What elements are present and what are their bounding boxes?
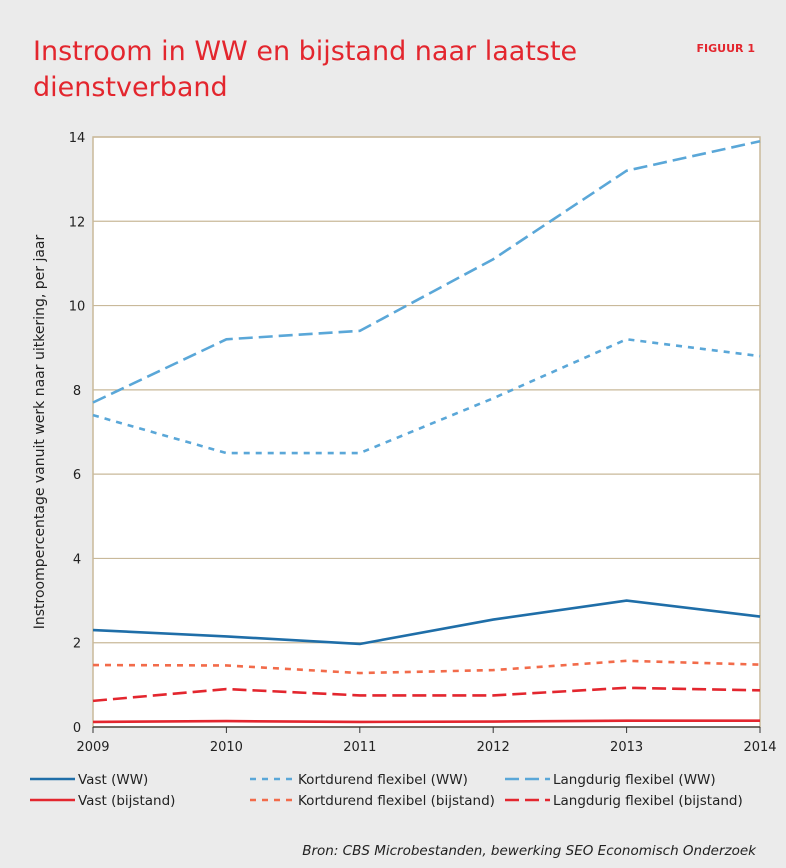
series-line <box>92 139 761 404</box>
series-line <box>92 719 760 724</box>
y-tick-label: 12 <box>69 215 86 230</box>
x-tick-label: 2014 <box>743 740 776 755</box>
y-tick-label: 0 <box>73 721 81 736</box>
legend-label: Kortdurend flexibel (WW) <box>298 772 468 788</box>
y-tick-label: 14 <box>69 131 86 146</box>
x-tick-label: 2011 <box>343 740 376 755</box>
legend-label: Vast (WW) <box>78 772 148 788</box>
legend-label: Langdurig flexibel (bijstand) <box>553 793 743 809</box>
legend-label: Kortdurend flexibel (bijstand) <box>298 793 495 809</box>
chart-title: Instroom in WW en bijstand naar laatste d… <box>33 36 577 103</box>
y-tick-label: 10 <box>69 300 86 315</box>
series-line <box>92 599 761 646</box>
x-tick-label: 2012 <box>477 740 510 755</box>
x-tick-label: 2010 <box>210 740 243 755</box>
y-tick-label: 6 <box>73 468 81 483</box>
figure-label: FIGUUR 1 <box>697 42 755 55</box>
x-tick-label: 2009 <box>76 740 109 755</box>
legend-label: Langdurig flexibel (WW) <box>553 772 716 788</box>
y-axis-label: Instroompercentage vanuit werk naar uitk… <box>32 235 48 630</box>
source: Bron: CBS Microbestanden, bewerking SEO … <box>302 843 757 859</box>
x-tick-label: 2013 <box>610 740 643 755</box>
y-tick-label: 8 <box>73 384 81 399</box>
y-tick-label: 4 <box>73 552 81 567</box>
plot-area <box>92 136 761 728</box>
series-line <box>92 659 761 675</box>
series-line <box>92 686 761 703</box>
legend-label: Vast (bijstand) <box>78 793 175 809</box>
y-tick-label: 2 <box>73 637 81 652</box>
